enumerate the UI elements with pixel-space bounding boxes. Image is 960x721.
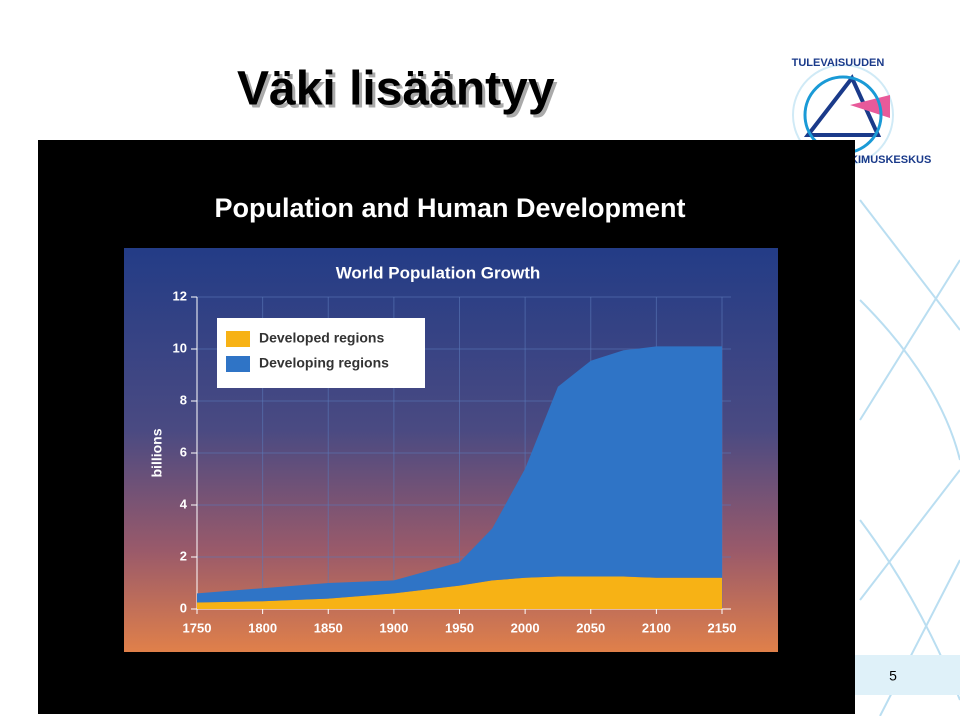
legend-label: Developing regions xyxy=(259,355,389,371)
x-tick-label: 2000 xyxy=(511,620,540,635)
legend-swatch xyxy=(226,356,250,372)
slide-title: Väki lisääntyy xyxy=(237,63,555,116)
y-axis-label: billions xyxy=(149,428,165,477)
x-tick-label: 1850 xyxy=(314,620,343,635)
page-number: 5 xyxy=(889,668,897,684)
x-tick-label: 1950 xyxy=(445,620,474,635)
legend-label: Developed regions xyxy=(259,330,384,346)
logo-text: TULEVAISUUDEN xyxy=(792,57,885,69)
x-tick-label: 1800 xyxy=(248,620,277,635)
legend: Developed regions Developing regions xyxy=(217,318,425,388)
legend-box xyxy=(217,318,425,388)
y-tick-label: 12 xyxy=(173,288,187,303)
y-tick-label: 0 xyxy=(180,600,187,615)
x-tick-label: 2150 xyxy=(708,620,737,635)
x-tick-label: 2100 xyxy=(642,620,671,635)
chart-supertitle: Population and Human Development xyxy=(214,193,685,223)
area xyxy=(197,346,722,603)
y-tick-label: 8 xyxy=(180,392,187,407)
y-tick-label: 10 xyxy=(173,340,187,355)
y-tick-label: 4 xyxy=(180,496,188,511)
title-shadow: Väki lisääntyy xyxy=(240,66,558,119)
area xyxy=(197,576,722,609)
x-tick-label: 1750 xyxy=(183,620,212,635)
x-tick-label: 1900 xyxy=(379,620,408,635)
plot: 0 2 4 6 8 10 12 1750 1800 1850 1900 1950 2000 2050 210… xyxy=(173,288,737,635)
y-tick-label: 2 xyxy=(180,548,187,563)
logo: TULEVAISUUDEN TUTKIMUSKESKUS xyxy=(792,57,931,166)
decoration xyxy=(855,199,960,717)
legend-swatch xyxy=(226,331,250,347)
chart-title: World Population Growth xyxy=(336,263,541,282)
y-tick-label: 6 xyxy=(180,444,187,459)
x-tick-label: 2050 xyxy=(576,620,605,635)
